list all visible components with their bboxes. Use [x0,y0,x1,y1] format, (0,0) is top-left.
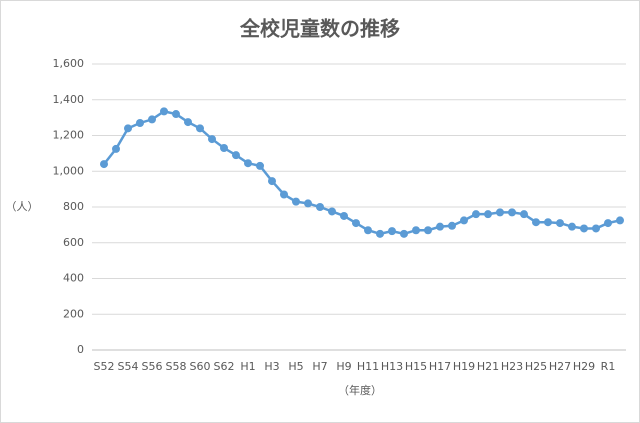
x-tick-label: H11 [357,360,379,373]
point [544,218,552,227]
y-tick-label: 800 [63,200,84,213]
point [484,210,492,219]
point [460,216,468,225]
point [424,226,432,235]
point [328,207,336,216]
point [616,216,624,225]
x-tick-label: S60 [190,360,211,373]
point [400,229,408,238]
point [160,107,168,116]
x-tick-label: H15 [405,360,427,373]
point [412,226,420,235]
point [136,118,144,127]
y-tick-label: 0 [77,343,84,356]
point [508,208,516,217]
point [208,135,216,144]
y-axis-label: （人） [6,200,39,213]
x-tick-label: S56 [142,360,163,373]
point [256,161,264,170]
x-tick-label: H21 [477,360,499,373]
x-tick-label: H1 [240,360,255,373]
y-tick-label: 1,400 [53,93,85,106]
point [556,219,564,228]
y-tick-label: 600 [63,236,84,249]
point [376,229,384,238]
x-tick-label: S54 [118,360,139,373]
x-tick-label: H25 [525,360,547,373]
point [172,110,180,119]
y-tick-label: 1,200 [53,129,85,142]
point [388,227,396,236]
point [280,190,288,199]
point [532,218,540,227]
point [292,197,300,206]
point [520,210,528,219]
y-tick-label: 1,000 [53,164,85,177]
point [436,222,444,231]
y-tick-label: 400 [63,272,84,285]
x-tick-label: H9 [336,360,351,373]
point [448,221,456,230]
x-tick-label: H13 [381,360,403,373]
point [568,222,576,231]
x-tick-label: H23 [501,360,523,373]
point [220,144,228,153]
point [580,224,588,233]
y-tick-label: 1,600 [53,57,85,70]
x-tick-label: S58 [166,360,187,373]
point [472,210,480,219]
point [268,177,276,186]
point [496,208,504,217]
x-tick-label: H5 [288,360,303,373]
point [100,160,108,169]
x-axis-label: （年度） [338,383,382,397]
point [112,144,120,153]
x-tick-label: H27 [549,360,571,373]
x-tick-label: S62 [214,360,235,373]
x-tick-label: H3 [264,360,279,373]
x-tick-label: H19 [453,360,475,373]
point [184,118,192,127]
point [196,124,204,133]
point [604,219,612,228]
y-tick-label: 200 [63,307,84,320]
point [592,224,600,233]
x-tick-label: H7 [312,360,327,373]
chart-title: 全校児童数の推移 [239,17,400,41]
x-tick-label: S52 [94,360,115,373]
x-tick-label: H17 [429,360,451,373]
point [244,159,252,168]
point [232,151,240,160]
point [316,203,324,211]
point [304,199,312,208]
point [124,124,132,133]
point [340,211,348,220]
point [148,115,156,124]
point [352,219,360,228]
x-tick-label: H29 [573,360,595,373]
point [364,226,372,235]
x-tick-label: R1 [601,360,616,373]
